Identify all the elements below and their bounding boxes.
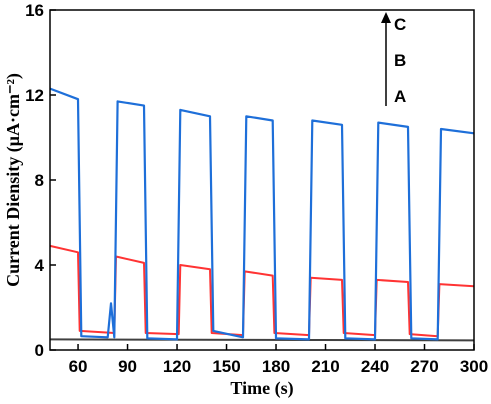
x-axis-title: Time (s) xyxy=(230,378,293,399)
y-tick-label: 8 xyxy=(35,171,44,190)
annotation-label-b: B xyxy=(394,51,406,70)
x-tick-label: 120 xyxy=(163,357,191,376)
annotation-arrow-head xyxy=(381,12,391,23)
x-tick-label: 210 xyxy=(311,357,339,376)
x-tick-label: 180 xyxy=(262,357,290,376)
series-line-c xyxy=(49,87,475,341)
y-tick-label: 0 xyxy=(35,341,44,360)
y-tick-label: 16 xyxy=(25,1,44,20)
series-annotation: C B A xyxy=(381,12,406,106)
y-axis-title: Current Diensity (μA·cm⁻²) xyxy=(3,73,24,287)
x-tick-label: 240 xyxy=(361,357,389,376)
x-tick-label: 300 xyxy=(460,357,488,376)
y-tick-label: 12 xyxy=(25,86,44,105)
series-line-a xyxy=(49,338,475,342)
x-tick-label: 60 xyxy=(69,357,88,376)
series-layer xyxy=(49,87,475,342)
annotation-label-c: C xyxy=(394,15,406,34)
y-tick-label: 4 xyxy=(35,256,45,275)
x-tick-label: 150 xyxy=(212,357,240,376)
ticks-layer: 60 90 120 150 180 210 240 270 300 0 4 8 12 16 xyxy=(25,1,488,376)
annotation-label-a: A xyxy=(394,87,406,106)
x-tick-label: 270 xyxy=(410,357,438,376)
x-tick-label: 90 xyxy=(118,357,137,376)
series-line-b xyxy=(49,244,475,338)
